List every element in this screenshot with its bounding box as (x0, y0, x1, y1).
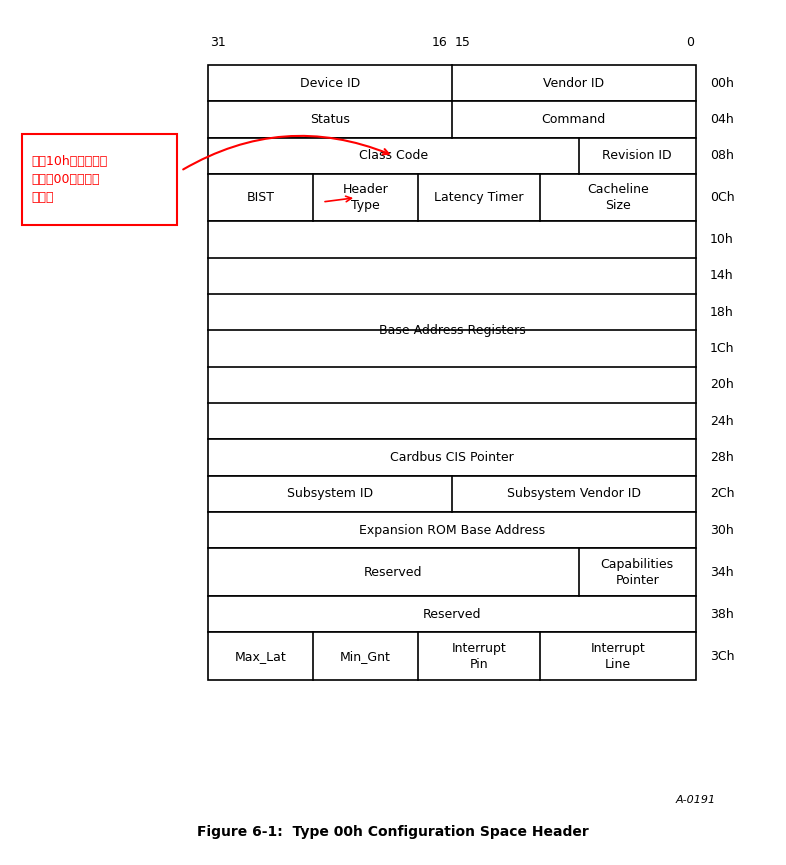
Bar (208, 632, 696, 680)
Text: 31: 31 (210, 36, 226, 49)
Text: Cacheline
Size: Cacheline Size (587, 183, 648, 212)
Text: Header
Type: Header Type (343, 183, 388, 212)
Bar (208, 138, 696, 174)
Text: Expansion ROM Base Address: Expansion ROM Base Address (359, 523, 545, 537)
Text: Interrupt
Pin: Interrupt Pin (451, 642, 506, 670)
Text: 15: 15 (455, 36, 471, 49)
Bar (208, 101, 696, 138)
Text: 34h: 34h (710, 566, 733, 579)
Text: 00h: 00h (710, 76, 733, 90)
Text: 0Ch: 0Ch (710, 191, 734, 204)
Text: 10h: 10h (710, 233, 733, 247)
Text: 0: 0 (686, 36, 694, 49)
Text: 38h: 38h (710, 607, 733, 621)
Text: 20h: 20h (710, 378, 733, 392)
Text: 24h: 24h (710, 414, 733, 428)
Text: Status: Status (310, 112, 350, 126)
Text: Subsystem ID: Subsystem ID (287, 487, 373, 501)
Bar (208, 512, 696, 548)
Bar (22, 134, 177, 225)
Text: 08h: 08h (710, 149, 733, 163)
Text: Reserved: Reserved (364, 566, 423, 579)
Bar (208, 221, 696, 439)
Text: Vendor ID: Vendor ID (543, 76, 604, 90)
Bar (208, 439, 696, 476)
Text: 18h: 18h (710, 305, 733, 319)
Text: 30h: 30h (710, 523, 733, 537)
Text: Max_Lat: Max_Lat (235, 650, 287, 663)
Text: Revision ID: Revision ID (602, 149, 672, 163)
Bar (208, 476, 696, 512)
Text: 3Ch: 3Ch (710, 650, 734, 663)
Text: Device ID: Device ID (300, 76, 360, 90)
Text: Reserved: Reserved (423, 607, 481, 621)
Text: Capabilities
Pointer: Capabilities Pointer (601, 558, 674, 586)
Bar (208, 65, 696, 101)
Bar (208, 174, 696, 221)
Text: Command: Command (542, 112, 606, 126)
Text: Base Address Registers: Base Address Registers (379, 324, 525, 337)
Text: 28h: 28h (710, 451, 733, 465)
Text: Subsystem Vendor ID: Subsystem Vendor ID (507, 487, 641, 501)
Text: Class Code: Class Code (359, 149, 428, 163)
Text: 2Ch: 2Ch (710, 487, 734, 501)
Bar (208, 548, 696, 596)
Text: 指示10h偏移之后的
布局，00表示此图
的布局: 指示10h偏移之后的 布局，00表示此图 的布局 (31, 155, 108, 204)
Text: 16: 16 (432, 36, 447, 49)
Text: Cardbus CIS Pointer: Cardbus CIS Pointer (390, 451, 514, 465)
Text: A-0191: A-0191 (675, 795, 715, 805)
Text: Interrupt
Line: Interrupt Line (590, 642, 645, 670)
Text: BIST: BIST (247, 191, 274, 204)
Text: Min_Gnt: Min_Gnt (340, 650, 391, 663)
Text: 04h: 04h (710, 112, 733, 126)
Text: 1Ch: 1Ch (710, 342, 734, 356)
Text: 14h: 14h (710, 269, 733, 283)
Text: Latency Timer: Latency Timer (434, 191, 523, 204)
Text: Figure 6-1:  Type 00h Configuration Space Header: Figure 6-1: Type 00h Configuration Space… (197, 825, 589, 839)
Bar (208, 596, 696, 632)
